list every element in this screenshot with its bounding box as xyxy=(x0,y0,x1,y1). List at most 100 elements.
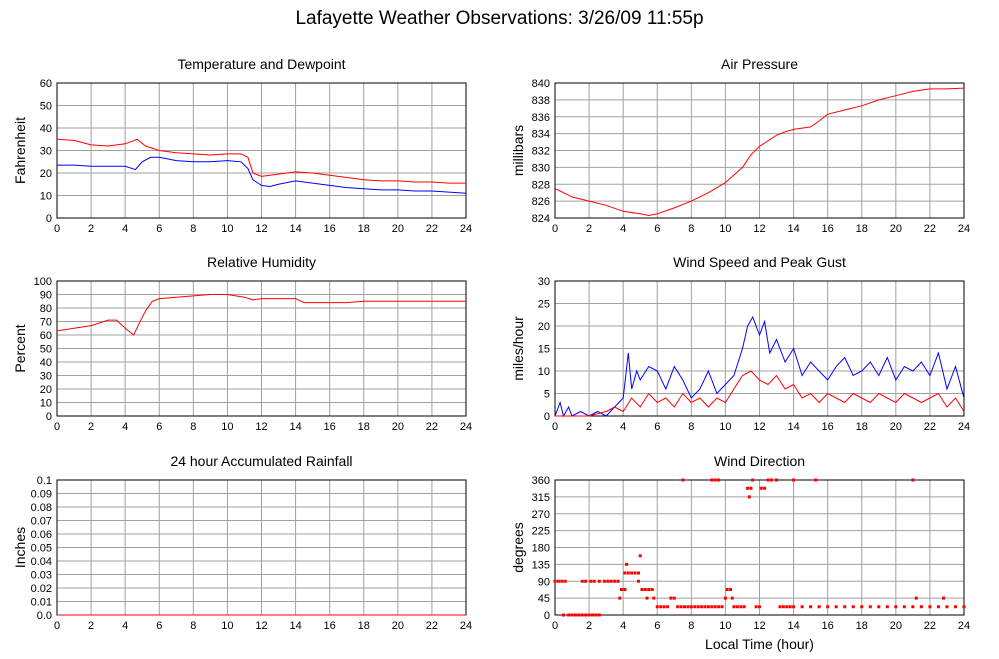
x-tick-label: 0 xyxy=(552,223,558,235)
x-tick-label: 22 xyxy=(924,620,936,632)
data-point xyxy=(659,605,663,609)
x-tick-label: 8 xyxy=(190,620,196,632)
data-point xyxy=(720,605,724,609)
data-point xyxy=(788,605,792,609)
data-point xyxy=(751,478,755,482)
data-point xyxy=(759,486,763,490)
data-point xyxy=(590,613,594,617)
x-tick-label: 0 xyxy=(54,620,60,632)
x-tick-label: 24 xyxy=(958,421,970,433)
x-tick-label: 12 xyxy=(753,223,765,235)
data-point xyxy=(781,605,785,609)
data-point xyxy=(623,571,627,575)
chart-title: 24 hour Accumulated Rainfall xyxy=(170,453,352,469)
y-tick-label: 50 xyxy=(40,101,52,113)
x-tick-label: 10 xyxy=(719,223,731,235)
y-tick-label: 0.01 xyxy=(31,597,52,609)
data-point xyxy=(749,486,753,490)
x-tick-label: 20 xyxy=(890,620,902,632)
x-tick-label: 6 xyxy=(654,620,660,632)
x-tick-label: 16 xyxy=(324,620,336,632)
y-tick-label: 30 xyxy=(40,146,52,158)
x-tick-label: 10 xyxy=(221,223,233,235)
dir-chart: 0 2 4 6 8 10 12 14 16 18 20 22 240459013518022527031… xyxy=(510,453,970,652)
x-tick-label: 18 xyxy=(856,223,868,235)
data-point xyxy=(563,579,567,583)
y-axis-label: millibars xyxy=(510,125,526,176)
x-tick-label: 6 xyxy=(654,421,660,433)
y-tick-label: 0.05 xyxy=(31,543,52,555)
y-tick-label: 10 xyxy=(538,366,550,378)
data-point xyxy=(623,588,627,591)
x-tick-label: 14 xyxy=(787,223,799,235)
data-point xyxy=(763,486,767,490)
y-tick-label: 0.04 xyxy=(31,556,52,568)
data-point xyxy=(851,605,855,609)
x-tick-label: 4 xyxy=(122,620,128,632)
x-tick-label: 22 xyxy=(426,223,438,235)
y-tick-label: 100 xyxy=(34,276,52,288)
data-point xyxy=(616,579,620,583)
data-point xyxy=(587,613,591,617)
data-point xyxy=(735,605,739,609)
y-tick-label: 0.09 xyxy=(31,489,52,501)
y-tick-label: 90 xyxy=(538,576,550,588)
y-axis-label: degrees xyxy=(510,522,526,573)
data-point xyxy=(597,613,601,617)
data-point xyxy=(689,605,693,609)
data-point xyxy=(729,588,733,591)
x-tick-label: 10 xyxy=(719,620,731,632)
x-tick-label: 20 xyxy=(392,223,404,235)
x-tick-label: 20 xyxy=(392,421,404,433)
data-point xyxy=(885,605,889,609)
y-axis-label: miles/hour xyxy=(510,316,526,381)
data-point xyxy=(723,596,727,600)
y-tick-label: 315 xyxy=(532,492,550,504)
data-point xyxy=(626,571,630,575)
x-tick-label: 18 xyxy=(856,620,868,632)
y-tick-label: 50 xyxy=(40,344,52,356)
data-point xyxy=(630,571,634,575)
data-point xyxy=(706,605,710,609)
y-tick-label: 180 xyxy=(532,543,550,555)
series-line xyxy=(554,87,965,217)
y-axis-label: Inches xyxy=(12,527,28,568)
x-tick-label: 16 xyxy=(822,620,834,632)
data-point xyxy=(703,605,707,609)
x-tick-label: 18 xyxy=(856,421,868,433)
data-point xyxy=(769,478,773,482)
x-tick-label: 18 xyxy=(358,223,370,235)
y-tick-label: 135 xyxy=(532,559,550,571)
y-tick-label: 838 xyxy=(532,95,550,107)
data-point xyxy=(942,596,946,600)
x-tick-label: 24 xyxy=(958,620,970,632)
y-tick-label: 40 xyxy=(40,357,52,369)
x-tick-label: 24 xyxy=(460,620,472,632)
x-tick-label: 2 xyxy=(88,421,94,433)
y-tick-label: 0 xyxy=(46,213,52,225)
data-point xyxy=(681,478,685,482)
data-point xyxy=(814,478,818,482)
y-tick-label: 360 xyxy=(532,475,550,487)
data-point xyxy=(553,579,557,583)
y-tick-label: 45 xyxy=(538,593,550,605)
data-point xyxy=(809,605,813,609)
x-tick-label: 14 xyxy=(289,223,301,235)
x-tick-label: 16 xyxy=(324,223,336,235)
data-point xyxy=(665,605,669,609)
data-point xyxy=(592,579,596,583)
y-tick-label: 80 xyxy=(40,303,52,315)
press-chart: 0 2 4 6 8 10 12 14 16 18 20 22 248248268288308328348… xyxy=(510,56,970,235)
data-point xyxy=(602,579,606,583)
y-tick-label: 60 xyxy=(40,330,52,342)
data-point xyxy=(625,562,629,566)
data-point xyxy=(919,605,923,609)
data-point xyxy=(643,588,647,591)
x-axis-label: Local Time (hour) xyxy=(705,636,814,652)
x-tick-label: 6 xyxy=(156,421,162,433)
data-point xyxy=(580,613,584,617)
data-point xyxy=(655,605,659,609)
data-point xyxy=(713,478,717,482)
